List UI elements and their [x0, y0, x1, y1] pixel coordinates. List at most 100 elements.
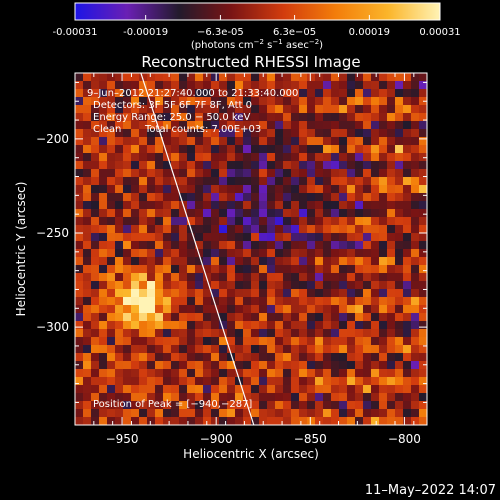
heatmap-cell	[75, 329, 84, 338]
heatmap-cell	[419, 201, 427, 210]
heatmap-cell	[331, 81, 340, 90]
heatmap-cell	[227, 145, 236, 154]
heatmap-cell	[107, 81, 116, 90]
heatmap-cell	[331, 257, 340, 266]
heatmap-cell	[99, 305, 108, 314]
heatmap-cell	[411, 121, 420, 130]
heatmap-cell	[387, 121, 396, 130]
heatmap-cell	[235, 241, 244, 250]
heatmap-cell	[339, 369, 348, 378]
heatmap-cell	[315, 297, 324, 306]
heatmap-cell	[123, 233, 132, 242]
heatmap-cell	[235, 233, 244, 242]
heatmap-cell	[299, 321, 308, 330]
heatmap-cell	[395, 337, 404, 346]
heatmap-cell	[83, 105, 92, 114]
heatmap-cell	[187, 233, 196, 242]
heatmap-cell	[307, 97, 316, 106]
heatmap-cell	[155, 89, 164, 98]
heatmap-cell	[371, 169, 380, 178]
heatmap-cell	[395, 265, 404, 274]
heatmap-cell	[275, 217, 284, 226]
heatmap-cell	[187, 241, 196, 250]
heatmap-cell	[107, 169, 116, 178]
heatmap-cell	[91, 273, 100, 282]
heatmap-cell	[115, 121, 124, 130]
heatmap-cell	[227, 89, 236, 98]
heatmap-cell	[283, 153, 292, 162]
heatmap-cell	[211, 385, 220, 394]
heatmap-cell	[291, 369, 300, 378]
heatmap-cell	[315, 289, 324, 298]
heatmap-cell	[275, 401, 284, 410]
heatmap-cell	[379, 225, 388, 234]
heatmap-cell	[75, 417, 84, 425]
heatmap-cell	[211, 393, 220, 402]
heatmap-cell	[235, 257, 244, 266]
heatmap-cell	[419, 289, 427, 298]
heatmap-cell	[403, 177, 412, 186]
heatmap-cell	[107, 401, 116, 410]
heatmap-cell	[131, 97, 140, 106]
heatmap-cell	[411, 217, 420, 226]
heatmap-cell	[315, 361, 324, 370]
heatmap-cell	[363, 321, 372, 330]
x-axis-label: Heliocentric X (arcsec)	[183, 447, 319, 461]
heatmap-cell	[299, 401, 308, 410]
heatmap-cell	[203, 81, 212, 90]
heatmap-cell	[115, 217, 124, 226]
heatmap-cell	[291, 417, 300, 425]
heatmap-cell	[371, 73, 380, 82]
heatmap-cell	[419, 73, 427, 82]
heatmap-cell	[299, 377, 308, 386]
heatmap-cell	[115, 321, 124, 330]
heatmap-cell	[195, 201, 204, 210]
heatmap-cell	[379, 321, 388, 330]
heatmap-cell	[211, 305, 220, 314]
heatmap-cell	[227, 129, 236, 138]
heatmap-cell	[315, 329, 324, 338]
heatmap-cell	[139, 249, 148, 258]
heatmap-cell	[403, 241, 412, 250]
heatmap-cell	[371, 105, 380, 114]
heatmap-cell	[419, 297, 427, 306]
heatmap-cell	[291, 185, 300, 194]
heatmap-cell	[339, 393, 348, 402]
heatmap-cell	[395, 305, 404, 314]
heatmap-cell	[283, 113, 292, 122]
heatmap-cell	[243, 281, 252, 290]
heatmap-cell	[307, 161, 316, 170]
heatmap-cell	[203, 169, 212, 178]
heatmap-cell	[387, 137, 396, 146]
annotation-peak-position: Position of Peak = [−940,−287]	[93, 399, 252, 410]
heatmap-cell	[419, 337, 427, 346]
heatmap-cell	[179, 241, 188, 250]
heatmap-cell	[75, 313, 84, 322]
heatmap-cell	[155, 257, 164, 266]
heatmap-cell	[419, 417, 427, 425]
heatmap-cell	[179, 313, 188, 322]
heatmap-cell	[163, 209, 172, 218]
heatmap-cell	[267, 369, 276, 378]
heatmap-cell	[371, 385, 380, 394]
heatmap-cell	[411, 73, 420, 82]
heatmap-cell	[379, 105, 388, 114]
heatmap-cell	[403, 393, 412, 402]
heatmap-cell	[187, 361, 196, 370]
heatmap-cell	[259, 337, 268, 346]
heatmap-cell	[371, 97, 380, 106]
heatmap-cell	[243, 145, 252, 154]
heatmap-cell	[403, 249, 412, 258]
heatmap-cell	[179, 401, 188, 410]
heatmap-cell	[411, 257, 420, 266]
heatmap-cell	[347, 265, 356, 274]
heatmap-cell	[347, 97, 356, 106]
heatmap-cell	[139, 193, 148, 202]
heatmap-cell	[115, 153, 124, 162]
heatmap-cell	[195, 153, 204, 162]
heatmap-cell	[243, 273, 252, 282]
heatmap-cell	[355, 241, 364, 250]
heatmap-cell	[419, 81, 427, 90]
heatmap-cell	[339, 401, 348, 410]
heatmap-cell	[83, 113, 92, 122]
